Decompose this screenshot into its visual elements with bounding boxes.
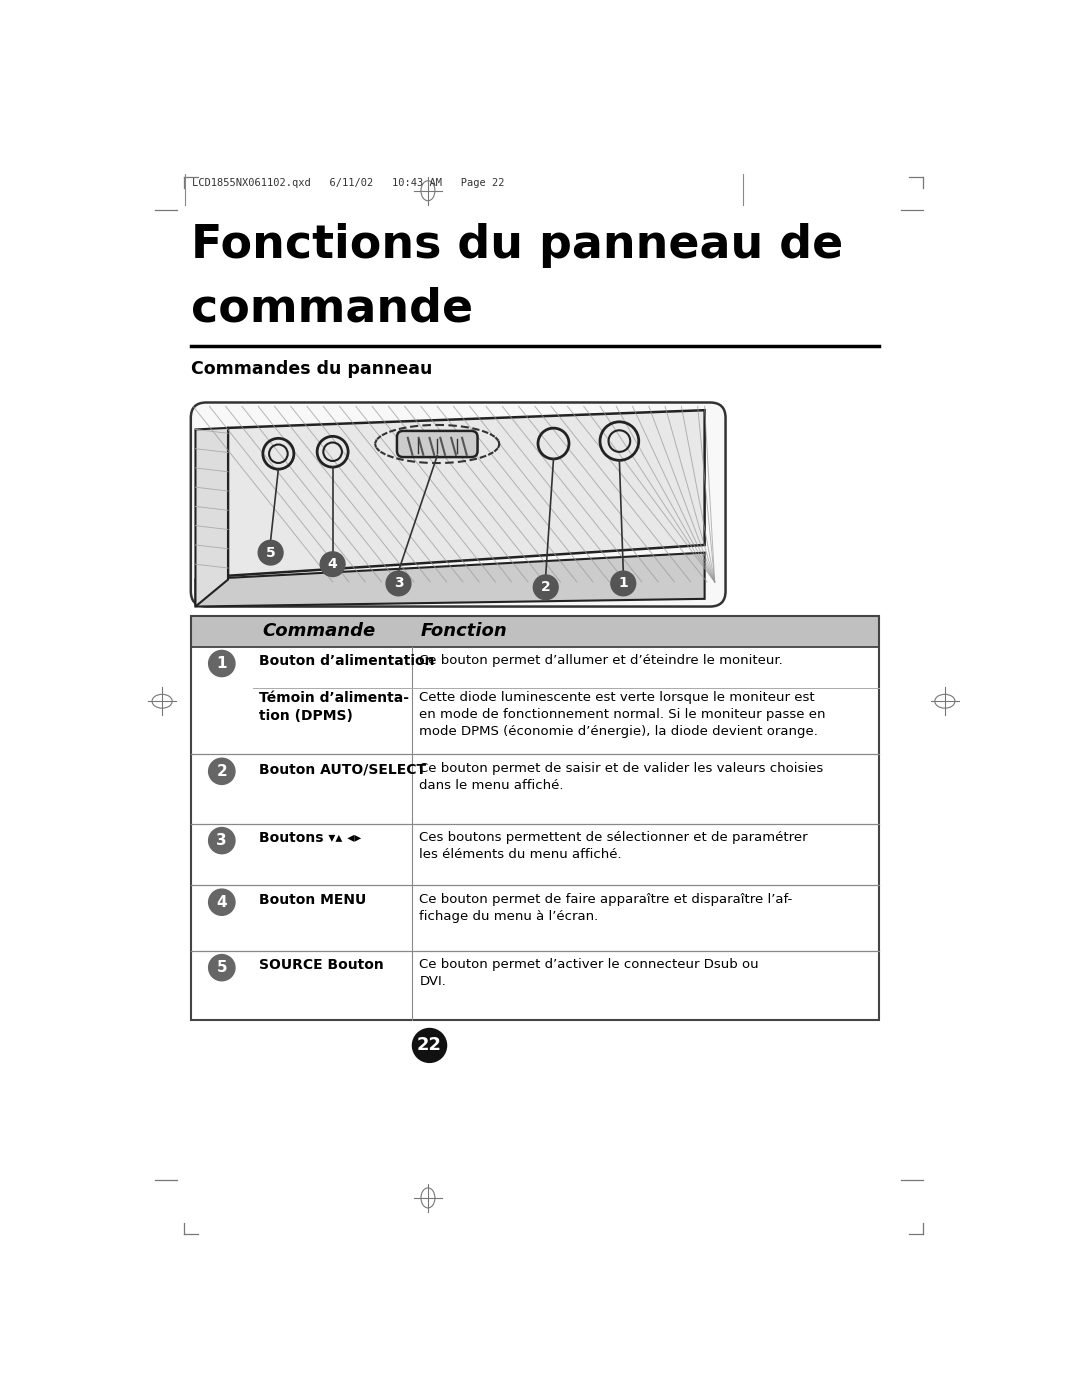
Circle shape (208, 827, 235, 854)
Bar (191, 616, 879, 647)
Text: Cette diode luminescente est verte lorsque le moniteur est
en mode de fonctionne: Cette diode luminescente est verte lorsq… (419, 692, 826, 738)
Text: Ce bouton permet de saisir et de valider les valeurs choisies
dans le menu affic: Ce bouton permet de saisir et de valider… (419, 763, 824, 792)
Text: Témoin d’alimenta-
tion (DPMS): Témoin d’alimenta- tion (DPMS) (259, 692, 409, 724)
Circle shape (387, 571, 410, 595)
Text: Fonctions du panneau de: Fonctions du panneau de (191, 224, 843, 268)
Circle shape (321, 552, 345, 577)
Text: Ces boutons permettent de sélectionner et de paramétrer
les éléments du menu aff: Ces boutons permettent de sélectionner e… (419, 831, 808, 862)
Circle shape (534, 576, 558, 599)
Text: 22: 22 (417, 1037, 442, 1055)
Text: 2: 2 (541, 580, 551, 594)
Bar (191, 754, 879, 824)
Text: Bouton AUTO/SELECT: Bouton AUTO/SELECT (259, 763, 427, 777)
Text: Commande: Commande (262, 622, 376, 640)
Text: 1: 1 (619, 577, 629, 591)
Circle shape (611, 571, 636, 595)
Polygon shape (228, 411, 704, 576)
Bar (191, 824, 879, 886)
Text: Bouton MENU: Bouton MENU (259, 893, 366, 907)
Text: Fonction: Fonction (421, 622, 508, 640)
Circle shape (208, 759, 235, 784)
Text: Bouton d’alimentation: Bouton d’alimentation (259, 654, 434, 668)
Text: 1: 1 (217, 657, 227, 671)
Text: 4: 4 (327, 557, 337, 571)
Circle shape (413, 1028, 446, 1062)
Text: commande: commande (191, 286, 473, 332)
Polygon shape (195, 427, 228, 606)
Text: Ce bouton permet d’activer le connecteur Dsub ou
DVI.: Ce bouton permet d’activer le connecteur… (419, 958, 759, 989)
Circle shape (208, 888, 235, 915)
Circle shape (208, 954, 235, 981)
Text: Ce bouton permet de faire apparaître et disparaître l’af-
fichage du menu à l’éc: Ce bouton permet de faire apparaître et … (419, 893, 793, 923)
Text: Boutons ▾▴ ◂▸: Boutons ▾▴ ◂▸ (259, 831, 361, 845)
Text: 3: 3 (394, 577, 403, 591)
Text: 3: 3 (216, 833, 227, 848)
Text: Ce bouton permet d’allumer et d’éteindre le moniteur.: Ce bouton permet d’allumer et d’éteindre… (419, 654, 783, 668)
Circle shape (208, 651, 235, 676)
Text: Commandes du panneau: Commandes du panneau (191, 360, 432, 379)
Polygon shape (195, 553, 704, 606)
FancyBboxPatch shape (191, 402, 726, 606)
Text: SOURCE Bouton: SOURCE Bouton (259, 958, 383, 972)
Bar (191, 951, 879, 1020)
FancyBboxPatch shape (397, 430, 477, 457)
Bar (191, 886, 879, 951)
Circle shape (258, 541, 283, 564)
Bar (191, 616, 879, 1020)
Text: 2: 2 (216, 764, 227, 778)
Text: 4: 4 (216, 894, 227, 909)
Text: LCD1855NX061102.qxd   6/11/02   10:43 AM   Page 22: LCD1855NX061102.qxd 6/11/02 10:43 AM Pag… (191, 179, 504, 189)
Text: 5: 5 (216, 960, 227, 975)
Bar (191, 647, 879, 754)
Text: 5: 5 (266, 546, 275, 560)
